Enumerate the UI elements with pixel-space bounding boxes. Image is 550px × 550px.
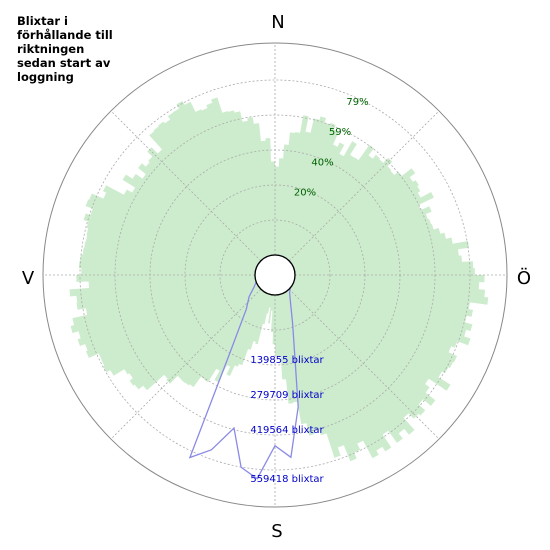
count-ring-label: 419564 blixtar bbox=[250, 425, 324, 436]
polar-grid bbox=[42, 42, 508, 508]
percent-ring-label: 20% bbox=[294, 188, 316, 199]
percent-ring-label: 59% bbox=[329, 127, 351, 138]
count-ring-label: 279709 blixtar bbox=[250, 390, 324, 401]
percent-ring-label: 40% bbox=[311, 157, 333, 168]
outer-ring bbox=[42, 42, 508, 508]
grid-spoke bbox=[288, 110, 440, 262]
grid-spoke bbox=[110, 288, 262, 440]
chart-title: Blixtar i förhållande till riktningen se… bbox=[17, 14, 113, 84]
count-ring-label: 139855 blixtar bbox=[250, 355, 324, 366]
direction-west-label: V bbox=[22, 268, 35, 289]
direction-east-label: Ö bbox=[517, 267, 531, 289]
percent-ring-label: 79% bbox=[346, 97, 368, 108]
count-ring-label: 559418 blixtar bbox=[250, 474, 324, 485]
grid-ring bbox=[79, 79, 471, 471]
direction-south-label: S bbox=[271, 521, 282, 542]
ring-labels: 20% 40% 59% 79% 139855 blixtar 279709 blixtar… bbox=[250, 97, 368, 485]
direction-north-label: N bbox=[271, 12, 284, 33]
center-hole bbox=[254, 254, 296, 296]
grid-ring bbox=[219, 219, 331, 331]
grid-spoke bbox=[288, 288, 440, 440]
grid-spoke bbox=[110, 110, 262, 262]
